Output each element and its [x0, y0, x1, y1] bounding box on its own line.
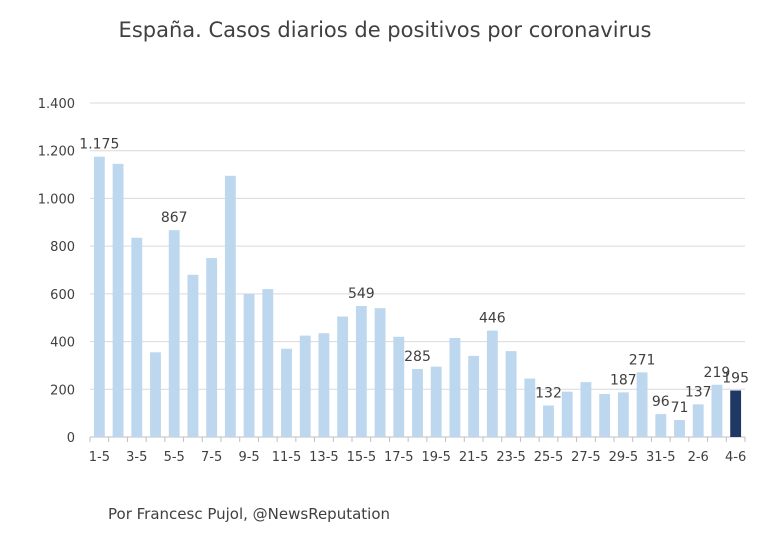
data-label: 195	[722, 370, 749, 386]
bar	[337, 316, 349, 437]
x-tick-label: 31-5	[646, 450, 676, 465]
x-tick-label: 3-5	[126, 450, 147, 465]
bar	[131, 237, 143, 437]
bar	[206, 258, 218, 437]
y-tick-label: 800	[50, 240, 75, 255]
data-label: 446	[479, 311, 506, 327]
bar	[112, 163, 124, 438]
bar	[168, 230, 180, 437]
bar	[187, 274, 199, 437]
data-label: 271	[629, 352, 656, 368]
x-tick-label: 23-5	[496, 450, 526, 465]
y-tick-label: 1.000	[38, 192, 75, 207]
bar	[449, 337, 461, 437]
bar	[299, 335, 311, 437]
y-tick-label: 0	[67, 431, 75, 446]
bar	[430, 366, 442, 437]
x-tick-label: 21-5	[459, 450, 489, 465]
x-tick-label: 17-5	[384, 450, 414, 465]
bar	[674, 420, 685, 437]
chart-title: España. Casos diarios de positivos por c…	[118, 18, 652, 42]
bar	[355, 306, 367, 437]
bar	[730, 390, 742, 437]
x-tick-label: 9-5	[238, 450, 259, 465]
bar	[393, 336, 405, 437]
x-tick-label: 13-5	[309, 450, 339, 465]
bar	[617, 392, 629, 437]
y-tick-label: 1.400	[38, 97, 75, 112]
bar	[318, 333, 330, 437]
bar	[374, 308, 386, 437]
bar	[711, 384, 723, 437]
data-label: 187	[610, 372, 637, 388]
credit-text: Por Francesc Pujol, @NewsReputation	[108, 505, 391, 523]
y-tick-label: 600	[50, 288, 75, 303]
data-label: 71	[671, 400, 689, 416]
data-label: 549	[348, 286, 375, 302]
bar	[561, 391, 573, 437]
bar	[224, 175, 236, 437]
x-tick-label: 5-5	[164, 450, 185, 465]
bar	[580, 382, 592, 437]
y-tick-label: 1.200	[38, 145, 75, 160]
bar	[281, 348, 292, 437]
bar	[524, 378, 536, 437]
x-tick-label: 7-5	[201, 450, 222, 465]
bar	[468, 355, 480, 437]
x-axis: 1-5 3-5 5-5 7-5 9-5 11-5 13-5 15-5 17-5 19-5 21-5 2…	[89, 437, 746, 465]
data-label: 285	[404, 349, 431, 365]
data-label: 137	[685, 384, 712, 400]
x-tick-label: 25-5	[534, 450, 564, 465]
data-label: 132	[535, 386, 562, 402]
x-tick-label: 15-5	[347, 450, 377, 465]
y-tick-label: 200	[50, 383, 75, 398]
x-tick-label: 29-5	[609, 450, 639, 465]
data-label: 96	[652, 394, 670, 410]
x-tick-label: 4-6	[725, 450, 746, 465]
x-tick-label: 27-5	[571, 450, 601, 465]
x-tick-label: 2-6	[688, 450, 709, 465]
bar	[636, 372, 648, 437]
x-tick-label: 11-5	[272, 450, 302, 465]
bars	[93, 156, 742, 438]
bar	[505, 351, 517, 437]
y-tick-label: 400	[50, 336, 75, 351]
bar	[543, 405, 554, 437]
bar	[150, 352, 161, 437]
x-tick-label: 19-5	[421, 450, 451, 465]
bar	[655, 414, 667, 437]
data-label: 867	[161, 210, 188, 226]
bar	[412, 369, 423, 437]
bar	[262, 289, 274, 437]
x-tick-label: 1-5	[89, 450, 110, 465]
bar	[692, 404, 704, 437]
bar	[599, 394, 611, 437]
bar	[486, 330, 498, 437]
y-axis: 0 200 400 600 800 1.000 1.200 1.400	[38, 97, 75, 446]
data-label: 1.175	[79, 137, 119, 153]
bar	[243, 293, 255, 437]
data-label: 219	[704, 365, 731, 381]
bar	[93, 156, 105, 437]
